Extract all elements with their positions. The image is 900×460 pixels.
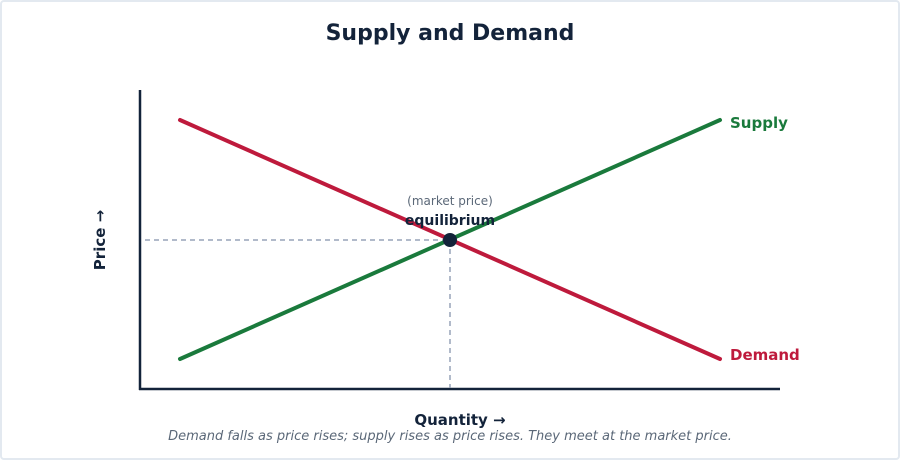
x-axis-title: Quantity → — [414, 411, 505, 429]
equilibrium-point — [443, 233, 457, 247]
diagram-title: Supply and Demand — [326, 21, 575, 46]
y-axis-title: Price → — [91, 210, 109, 270]
equilibrium-sublabel: (market price) — [407, 194, 493, 208]
supply-label: Supply — [730, 114, 788, 132]
demand-label: Demand — [730, 346, 800, 364]
diagram-caption: Demand falls as price rises; supply rise… — [168, 429, 732, 444]
equilibrium-label: equilibrium — [405, 213, 495, 229]
